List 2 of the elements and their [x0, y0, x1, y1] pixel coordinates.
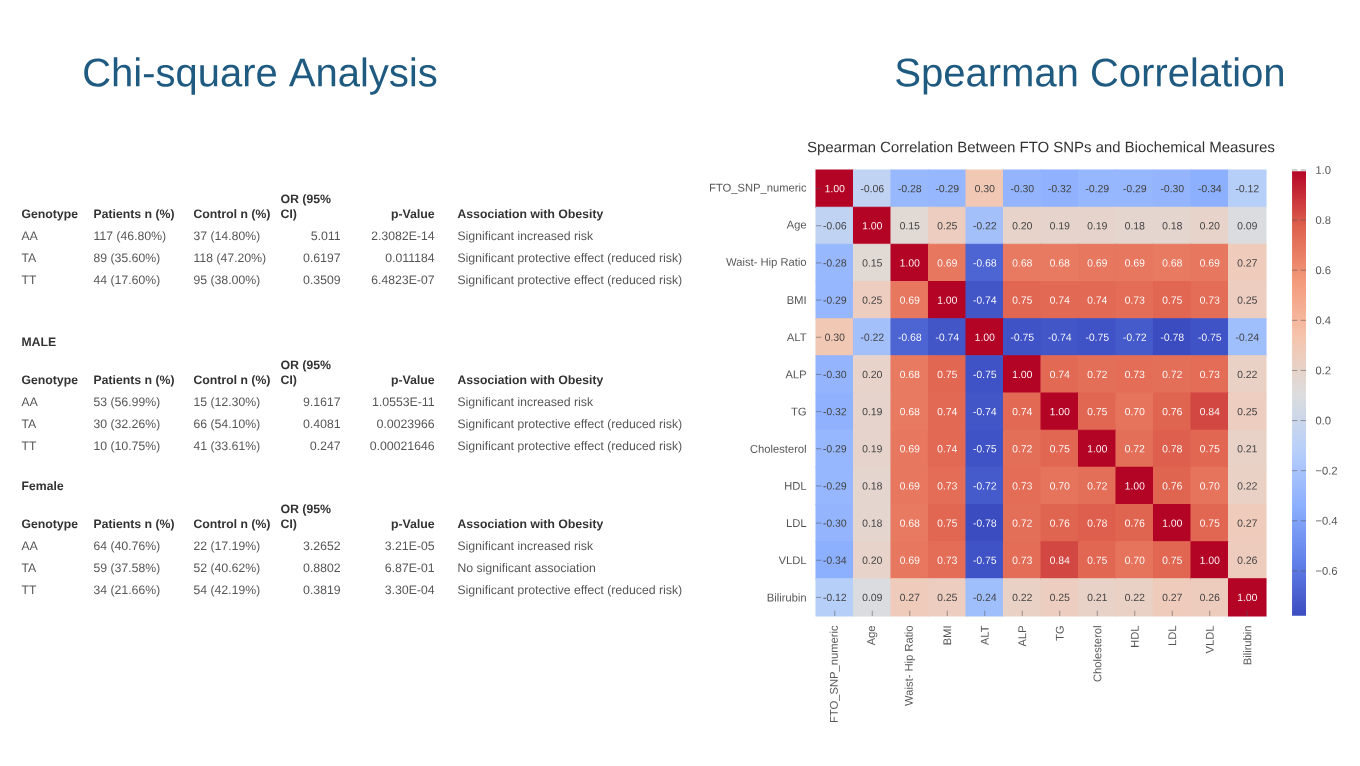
- chart-title: Spearman Correlation: [896, 57, 1283, 95]
- text: Chi-square Analysis: [84, 57, 437, 95]
